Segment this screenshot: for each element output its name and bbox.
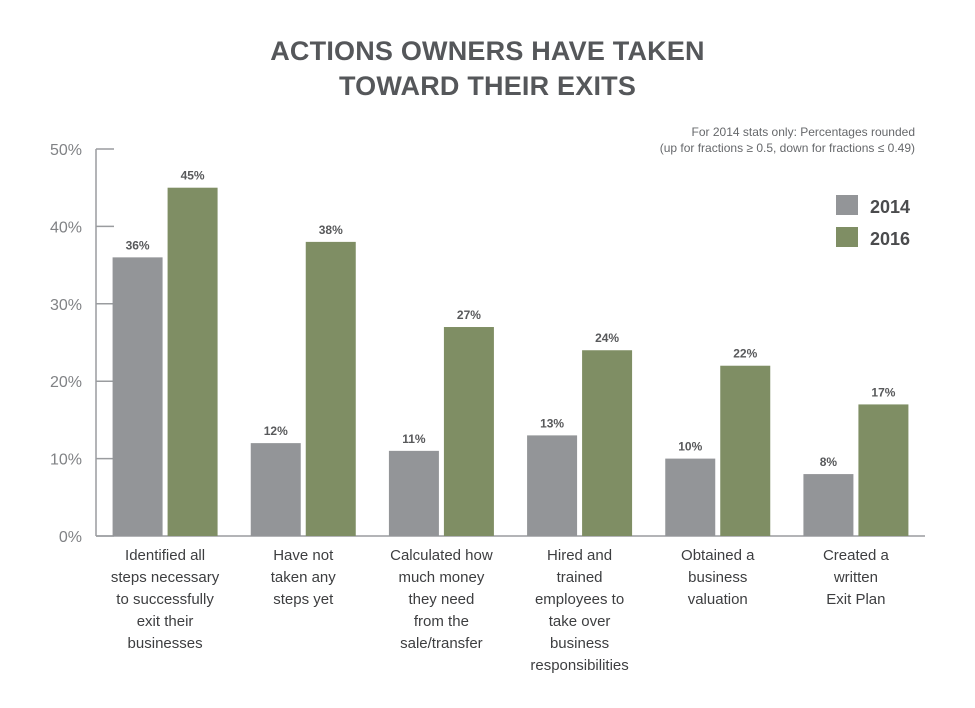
value-label-2016: 27% xyxy=(457,308,481,322)
chart-title-line-1: ACTIONS OWNERS HAVE TAKEN xyxy=(270,36,705,66)
y-tick-label: 40% xyxy=(50,219,82,236)
x-category-label-line: Obtained a xyxy=(681,547,755,564)
x-category-label-line: Have not xyxy=(273,547,334,564)
x-category-label-line: take over xyxy=(548,613,611,630)
legend-swatch-2016 xyxy=(836,227,858,247)
value-label-2016: 22% xyxy=(733,347,757,361)
bar-2014 xyxy=(665,458,716,536)
x-category-label-line: businesses xyxy=(127,635,203,652)
x-category-label-line: Exit Plan xyxy=(826,591,886,608)
x-category-label-line: exit their xyxy=(136,613,194,630)
x-category-label: Have not taken any steps yet xyxy=(233,545,373,611)
bar-2016 xyxy=(443,327,494,536)
bar-2016 xyxy=(858,404,909,536)
x-category-label-line: taken any xyxy=(270,569,336,586)
x-category-label-line: steps yet xyxy=(273,591,334,608)
value-label-2014: 8% xyxy=(820,455,838,469)
value-label-2016: 38% xyxy=(319,223,343,237)
value-label-2014: 10% xyxy=(678,440,702,454)
bar-2016 xyxy=(167,187,218,536)
x-category-label-line: written xyxy=(833,569,878,586)
bar-2014 xyxy=(388,450,439,536)
bar-2014 xyxy=(527,435,578,536)
x-category-label-line: business xyxy=(549,635,610,652)
x-category-label-line: steps necessary xyxy=(110,569,220,586)
bar-2014 xyxy=(803,474,854,536)
legend-swatch-2014 xyxy=(836,195,858,215)
y-tick-label: 10% xyxy=(50,452,82,469)
value-label-2014: 11% xyxy=(402,432,426,446)
value-label-2016: 45% xyxy=(181,169,205,183)
legend-label-2014: 2014 xyxy=(870,197,910,217)
value-label-2016: 24% xyxy=(595,331,619,345)
x-category-label: Identified all steps necessary to successf… xyxy=(95,545,235,655)
x-category-label-line: Calculated how xyxy=(390,547,493,564)
bar-2014 xyxy=(250,443,301,536)
x-category-label-line: Identified all xyxy=(125,547,206,564)
x-category-label: Calculated how much money they need from th… xyxy=(371,545,511,655)
value-label-2014: 13% xyxy=(540,416,564,430)
legend-label-2016: 2016 xyxy=(870,229,910,249)
x-category-label-line: they need xyxy=(408,591,475,608)
value-label-2014: 36% xyxy=(126,238,150,252)
x-category-label-line: sale/transfer xyxy=(400,635,483,652)
x-category-label-line: responsibilities xyxy=(530,657,629,674)
value-label-2014: 12% xyxy=(264,424,288,438)
bar-2016 xyxy=(720,365,771,536)
x-category-label-line: business xyxy=(688,569,748,586)
chart-title: ACTIONS OWNERS HAVE TAKEN TOWARD THEIR E… xyxy=(0,34,975,104)
x-category-label-line: Created a xyxy=(822,547,889,564)
bar-2016 xyxy=(582,350,633,536)
x-category-label-line: valuation xyxy=(687,591,748,608)
y-tick-label: 20% xyxy=(50,374,82,391)
rounding-note-line-2: (up for fractions ≥ 0.5, down for fracti… xyxy=(659,141,915,155)
x-category-label-line: Hired and xyxy=(547,547,613,564)
rounding-note-line-1: For 2014 stats only: Percentages rounded xyxy=(691,125,915,139)
x-category-label: Created a written Exit Plan xyxy=(786,545,926,611)
y-tick-label: 0% xyxy=(59,529,82,546)
value-label-2016: 17% xyxy=(871,385,895,399)
x-category-label-line: trained xyxy=(556,569,603,586)
x-category-label-line: to successfully xyxy=(116,591,214,608)
y-tick-label: 30% xyxy=(50,297,82,314)
x-category-label-line: employees to xyxy=(534,591,625,608)
x-category-label: Obtained a business valuation xyxy=(648,545,788,611)
x-category-label-line: much money xyxy=(398,569,485,586)
bar-2014 xyxy=(112,257,163,536)
rounding-note: For 2014 stats only: Percentages rounded… xyxy=(660,124,915,156)
chart-title-line-2: TOWARD THEIR EXITS xyxy=(338,71,637,101)
x-category-label: Hired and trained employees to take over bus… xyxy=(510,545,650,677)
y-tick-label: 50% xyxy=(50,142,82,159)
x-category-label-line: from the xyxy=(413,613,469,630)
bar-2016 xyxy=(305,241,356,536)
